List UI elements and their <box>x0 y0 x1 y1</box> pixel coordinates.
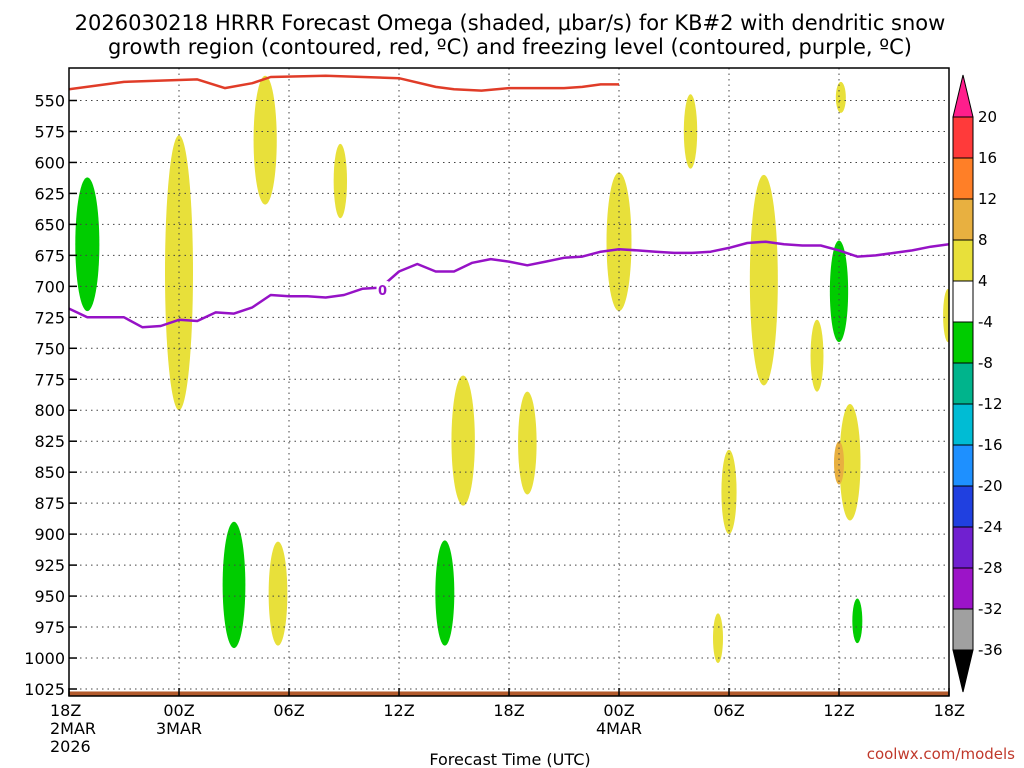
y-tick-label-19: 1025 <box>24 680 65 699</box>
y-tick-label-15: 925 <box>34 556 65 575</box>
y-tick-label-6: 700 <box>34 277 65 296</box>
colorbar-top-arrow <box>952 74 974 118</box>
omega-region-3 <box>333 143 348 219</box>
y-tick-label-14: 900 <box>34 525 65 544</box>
y-tick-label-0: 550 <box>34 92 65 111</box>
contour-line-0 <box>69 74 619 92</box>
contour-lines <box>69 74 949 329</box>
x-tick-date-0: 2MAR <box>50 719 96 738</box>
x-tick-label-7: 12Z <box>823 701 854 720</box>
x-axis-label: Forecast Time (UTC) <box>429 750 590 768</box>
colorbar: 20 16 12 8 4 -4 -8 -12 -16 -20 -24 -28 -32 -36 <box>952 74 1003 693</box>
colorbar-label-8: -16 <box>978 436 1003 454</box>
colorbar-label-0: 20 <box>978 108 997 126</box>
y-tick-label-12: 850 <box>34 463 65 482</box>
x-tick-label-8: 18Z <box>934 701 965 720</box>
y-tick-label-10: 800 <box>34 401 65 420</box>
contour-label-0: 0 <box>378 284 387 299</box>
x-tick-date-5: 4MAR <box>596 719 642 738</box>
x-tick-label-2: 06Z <box>273 701 304 720</box>
colorbar-segment-9 <box>952 485 974 528</box>
y-tick-label-8: 750 <box>34 339 65 358</box>
x-tick-label-5: 00Z <box>603 701 634 720</box>
y-tick-label-5: 675 <box>34 246 65 265</box>
y-tick-label-9: 775 <box>34 370 65 389</box>
omega-region-9 <box>606 172 632 312</box>
colorbar-segment-7 <box>952 403 974 446</box>
colorbar-label-12: -32 <box>978 600 1003 618</box>
y-tick-label-11: 825 <box>34 432 65 451</box>
colorbar-label-9: -20 <box>978 477 1003 495</box>
colorbar-label-3: 8 <box>978 231 988 249</box>
contour-line-1 <box>69 240 949 329</box>
colorbar-label-2: 12 <box>978 190 997 208</box>
y-tick-label-13: 875 <box>34 494 65 513</box>
y-tick-label-1: 575 <box>34 122 65 141</box>
colorbar-segment-12 <box>952 608 974 651</box>
colorbar-segment-2 <box>952 198 974 241</box>
colorbar-segment-10 <box>952 526 974 569</box>
y-tick-label-4: 650 <box>34 215 65 234</box>
omega-region-14 <box>810 319 824 392</box>
contour-label-bg-0 <box>376 281 389 298</box>
colorbar-label-4: 4 <box>978 272 988 290</box>
colorbar-segment-8 <box>952 444 974 487</box>
chart-title-line2: growth region (contoured, red, ºC) and f… <box>108 35 912 59</box>
colorbar-label-10: -24 <box>978 518 1003 536</box>
colorbar-segment-6 <box>952 362 974 405</box>
colorbar-segment-5 <box>952 321 974 364</box>
omega-region-6 <box>451 375 475 506</box>
y-tick-label-7: 725 <box>34 308 65 327</box>
contour-labels: 0 <box>376 281 389 299</box>
y-tick-label-16: 950 <box>34 587 65 606</box>
colorbar-segment-0 <box>952 116 974 159</box>
y-tick-label-3: 625 <box>34 184 65 203</box>
colorbar-label-7: -12 <box>978 395 1003 413</box>
omega-region-5 <box>268 541 288 646</box>
x-tick-label-1: 00Z <box>163 701 194 720</box>
colorbar-label-11: -28 <box>978 559 1003 577</box>
omega-region-0 <box>75 177 100 312</box>
omega-region-20 <box>943 288 949 343</box>
omega-region-8 <box>435 540 455 646</box>
x-tick-label-6: 06Z <box>713 701 744 720</box>
omega-region-13 <box>713 613 723 663</box>
y-tick-label-18: 1000 <box>24 649 65 668</box>
omega-region-16 <box>829 240 849 343</box>
x-tick-label-3: 12Z <box>383 701 414 720</box>
y-axis-ticks: 550 575 600 625 650 675 700 725 750 775 800 825 850 8… <box>24 92 77 699</box>
x-tick-label-0: 18Z <box>50 701 81 720</box>
omega-region-17 <box>839 404 861 521</box>
colorbar-bottom-arrow <box>952 649 974 693</box>
colorbar-segment-1 <box>952 157 974 200</box>
omega-region-15 <box>835 81 846 113</box>
colorbar-segment-11 <box>952 567 974 610</box>
omega-region-19 <box>852 598 863 644</box>
omega-regions <box>75 75 949 663</box>
omega-region-18 <box>834 441 844 485</box>
y-tick-label-17: 975 <box>34 618 65 637</box>
colorbar-label-6: -8 <box>978 354 993 372</box>
omega-region-11 <box>749 174 778 386</box>
omega-region-7 <box>518 391 537 495</box>
y-tick-label-2: 600 <box>34 153 65 172</box>
omega-region-2 <box>253 75 277 205</box>
x-tick-label-4: 18Z <box>493 701 524 720</box>
x-tick-date-1: 3MAR <box>156 719 202 738</box>
chart-title-line1: 2026030218 HRRR Forecast Omega (shaded, … <box>75 11 946 35</box>
omega-region-4 <box>222 521 246 649</box>
x-tick-year-0: 2026 <box>50 737 91 756</box>
colorbar-label-1: 16 <box>978 149 997 167</box>
colorbar-label-13: -36 <box>978 641 1003 659</box>
credit-text: coolwx.com/models <box>867 745 1015 763</box>
colorbar-label-5: -4 <box>978 313 993 331</box>
colorbar-segment-4 <box>952 280 974 323</box>
colorbar-segment-3 <box>952 239 974 282</box>
